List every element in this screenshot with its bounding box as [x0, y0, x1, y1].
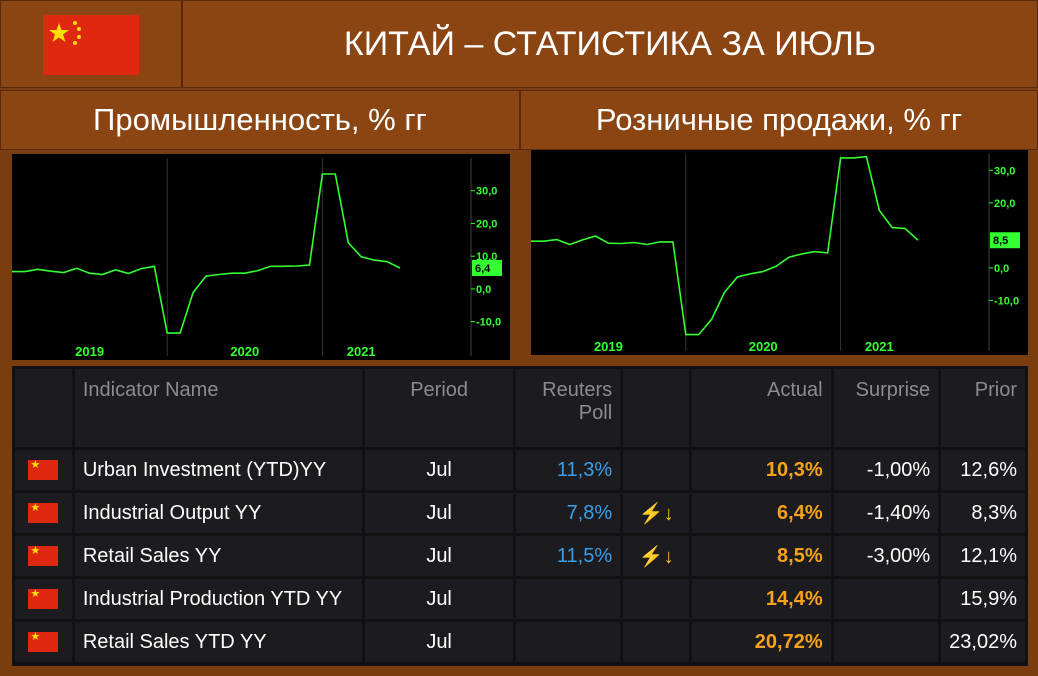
period-cell: Jul — [365, 622, 514, 662]
table-row[interactable]: Industrial Output YYJul7,8%⚡↓6,4%-1,40%8… — [15, 493, 1025, 533]
chart-title-industry: Промышленность, % гг — [0, 90, 520, 150]
china-flag-icon — [28, 544, 59, 567]
surprise-arrow-icon — [623, 579, 690, 619]
period-cell: Jul — [365, 579, 514, 619]
row-flag-icon — [15, 493, 72, 533]
header-icon — [623, 369, 690, 447]
y-tick-label: 20,0 — [994, 198, 1015, 210]
header-actual: Actual — [692, 369, 831, 447]
actual-cell: 10,3% — [692, 450, 831, 490]
x-tick-label: 2019 — [75, 344, 104, 359]
y-tick-label: -10,0 — [476, 317, 501, 329]
table-header-row: Indicator Name Period Reuters Poll Actua… — [15, 369, 1025, 447]
series-line — [12, 173, 401, 334]
row-flag-icon — [15, 450, 72, 490]
china-flag-icon — [28, 587, 59, 610]
last-value-badge — [990, 232, 1020, 249]
header-indicator-name: Indicator Name — [74, 369, 363, 447]
row-flag-icon — [15, 536, 72, 576]
prior-cell: 8,3% — [941, 493, 1025, 533]
poll-cell — [516, 622, 621, 662]
actual-cell: 14,4% — [692, 579, 831, 619]
series-line — [531, 155, 919, 336]
row-flag-icon — [15, 579, 72, 619]
last-value-label: 8,5 — [993, 235, 1008, 247]
y-tick-label: -10,0 — [994, 295, 1019, 307]
poll-cell: 11,3% — [516, 450, 621, 490]
indicator-table: Indicator Name Period Reuters Poll Actua… — [12, 366, 1028, 666]
x-tick-label: 2021 — [347, 344, 376, 359]
last-value-label: 6,4 — [475, 263, 491, 275]
x-tick-label: 2019 — [594, 339, 623, 354]
y-tick-label: 20,0 — [476, 218, 497, 230]
prior-cell: 12,6% — [941, 450, 1025, 490]
x-tick-label: 2021 — [865, 339, 894, 354]
header-reuters-poll: Reuters Poll — [516, 369, 621, 447]
surprise-arrow-icon: ⚡↓ — [623, 536, 690, 576]
indicator-name: Retail Sales YTD YY — [74, 622, 363, 662]
indicator-name: Industrial Production YTD YY — [74, 579, 363, 619]
period-cell: Jul — [365, 536, 514, 576]
x-tick-label: 2020 — [749, 339, 778, 354]
actual-cell: 8,5% — [692, 536, 831, 576]
prior-cell: 15,9% — [941, 579, 1025, 619]
china-flag-icon — [28, 458, 59, 481]
retail-chart: 2019 2020 2021 30,0 20,0 0,0 -10,0 8,5 — [531, 150, 1028, 355]
surprise-cell: -1,00% — [833, 450, 939, 490]
surprise-arrow-icon — [623, 622, 690, 662]
surprise-cell: -1,40% — [833, 493, 939, 533]
surprise-cell: -3,00% — [833, 536, 939, 576]
period-cell: Jul — [365, 450, 514, 490]
header-flag — [15, 369, 72, 447]
industry-chart: 2019 2020 2021 30,0 20,0 10,0 0,0 -10,0 6,4 — [12, 154, 510, 360]
china-flag-icon — [28, 501, 59, 524]
y-tick-label: 0,0 — [476, 284, 491, 296]
surprise-cell — [833, 579, 939, 619]
row-flag-icon — [15, 622, 72, 662]
y-tick-label: 30,0 — [476, 186, 497, 198]
x-tick-label: 2020 — [230, 344, 259, 359]
poll-cell — [516, 579, 621, 619]
period-cell: Jul — [365, 493, 514, 533]
indicator-name: Industrial Output YY — [74, 493, 363, 533]
prior-cell: 12,1% — [941, 536, 1025, 576]
page-title: КИТАЙ – СТАТИСТИКА ЗА ИЮЛЬ — [182, 0, 1038, 88]
actual-cell: 6,4% — [692, 493, 831, 533]
surprise-arrow-icon: ⚡↓ — [623, 493, 690, 533]
indicator-name: Urban Investment (YTD)YY — [74, 450, 363, 490]
y-tick-label: 0,0 — [994, 263, 1009, 275]
prior-cell: 23,02% — [941, 622, 1025, 662]
poll-cell: 11,5% — [516, 536, 621, 576]
y-tick-label: 30,0 — [994, 165, 1015, 177]
china-flag-icon — [28, 630, 59, 653]
china-flag-icon — [43, 15, 139, 75]
header-surprise: Surprise — [833, 369, 939, 447]
surprise-cell — [833, 622, 939, 662]
actual-cell: 20,72% — [692, 622, 831, 662]
poll-cell: 7,8% — [516, 493, 621, 533]
header-prior: Prior — [941, 369, 1025, 447]
surprise-arrow-icon — [623, 450, 690, 490]
last-value-badge — [472, 259, 502, 276]
flag-panel — [0, 0, 182, 88]
header-period: Period — [365, 369, 514, 447]
indicator-name: Retail Sales YY — [74, 536, 363, 576]
chart-title-retail: Розничные продажи, % гг — [520, 90, 1038, 150]
